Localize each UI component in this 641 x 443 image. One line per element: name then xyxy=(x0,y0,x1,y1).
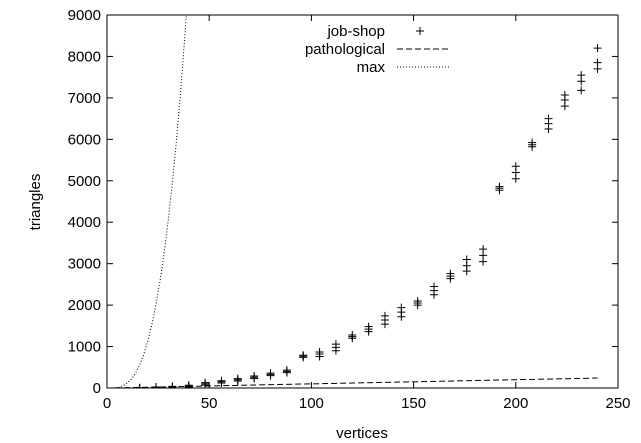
job-shop-point xyxy=(495,182,504,191)
job-shop-point xyxy=(544,114,553,123)
legend-label: pathological xyxy=(305,41,385,58)
legend-label: job-shop xyxy=(326,23,385,40)
x-tick-label: 200 xyxy=(503,395,528,412)
job-shop-point xyxy=(250,371,259,380)
y-tick-label: 0 xyxy=(93,380,101,397)
job-shop-point xyxy=(593,44,602,53)
x-tick-label: 250 xyxy=(605,395,630,412)
job-shop-point xyxy=(528,138,537,147)
job-shop-point xyxy=(266,369,275,378)
plot-area xyxy=(115,15,602,388)
y-tick-label: 4000 xyxy=(68,214,101,231)
y-axis-title: triangles xyxy=(27,174,44,231)
x-tick-label: 100 xyxy=(299,395,324,412)
job-shop-point xyxy=(315,347,324,356)
y-tick-label: 6000 xyxy=(68,131,101,148)
y-tick-label: 9000 xyxy=(68,7,101,24)
job-shop-point xyxy=(184,381,193,388)
job-shop-point xyxy=(446,269,455,278)
max-line xyxy=(115,15,187,388)
job-shop-point xyxy=(577,86,586,95)
legend-marker-job-shop xyxy=(416,27,424,35)
legend-label: max xyxy=(357,59,386,76)
plot-frame xyxy=(106,14,619,389)
job-shop-point xyxy=(299,351,308,360)
job-shop-point xyxy=(331,340,340,349)
job-shop-point xyxy=(233,374,242,383)
x-axis-title: vertices xyxy=(336,425,388,442)
job-shop-point xyxy=(397,303,406,312)
job-shop-point xyxy=(479,245,488,254)
job-shop-point xyxy=(593,58,602,67)
job-shop-point xyxy=(511,162,520,171)
job-shop-point xyxy=(577,71,586,80)
x-tick-label: 150 xyxy=(401,395,426,412)
job-shop-point xyxy=(560,90,569,99)
x-tick-label: 50 xyxy=(201,395,218,412)
job-shop-point xyxy=(364,322,373,331)
pathological-line xyxy=(115,377,598,388)
job-shop-point xyxy=(380,311,389,320)
y-tick-label: 1000 xyxy=(68,339,101,356)
series-group xyxy=(115,15,602,388)
x-tick-label: 0 xyxy=(103,395,111,412)
axis-ticks: 0 50 100 150 200 250 0 1000 2000 3000 4000 5000 6000… xyxy=(68,7,631,412)
job-shop-point xyxy=(462,255,471,264)
y-tick-label: 7000 xyxy=(68,90,101,107)
y-tick-label: 5000 xyxy=(68,173,101,190)
job-shop-point xyxy=(430,282,439,291)
y-tick-label: 8000 xyxy=(68,48,101,65)
job-shop-point xyxy=(413,296,422,305)
y-tick-label: 2000 xyxy=(68,297,101,314)
job-shop-point xyxy=(348,330,357,339)
y-tick-label: 3000 xyxy=(68,256,101,273)
job-shop-point xyxy=(201,378,210,387)
job-shop-point xyxy=(282,366,291,375)
job-shop-point xyxy=(217,376,226,385)
